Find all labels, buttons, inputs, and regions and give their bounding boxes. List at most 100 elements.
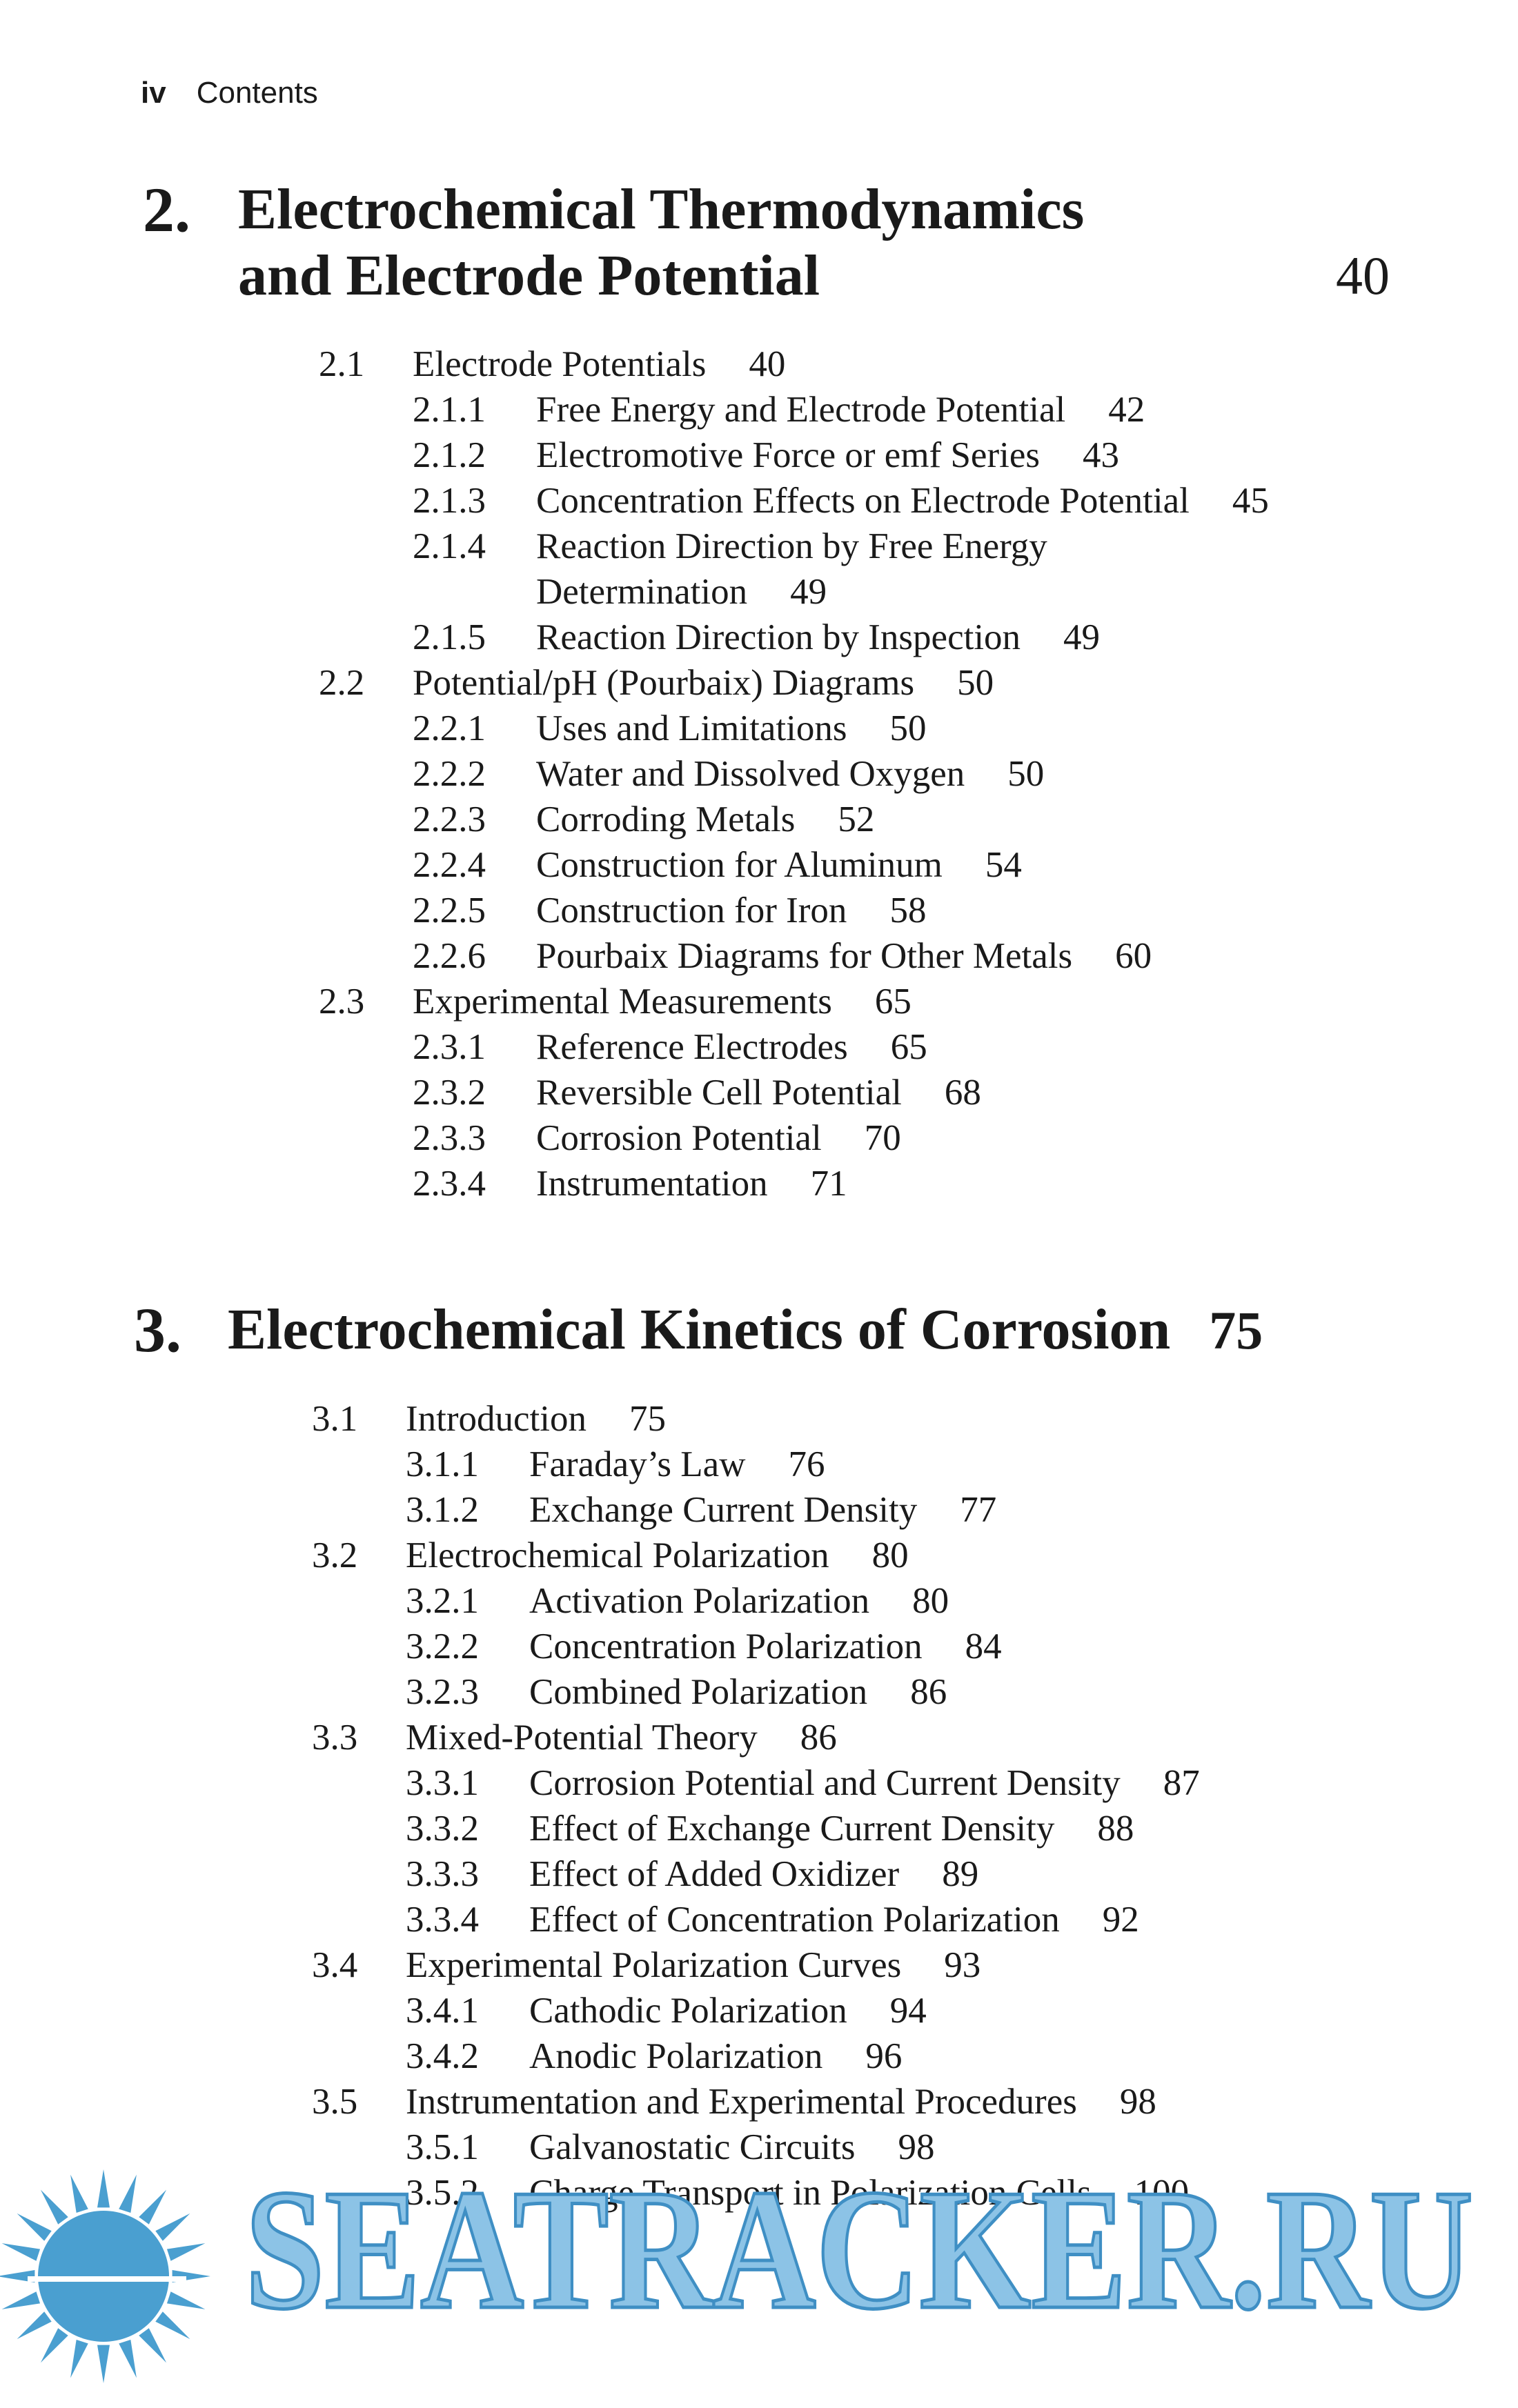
entry-number: 2.2.2 xyxy=(413,754,486,794)
page-number: 45 xyxy=(1232,481,1269,521)
section-entry: 2.1 Electrode Potentials 40 xyxy=(319,341,785,387)
page-number: 65 xyxy=(874,982,911,1022)
title-text: Free Energy and Electrode Potential xyxy=(536,390,1066,430)
entry-title: Charge Transport in Polarization Cells 10… xyxy=(529,2170,1189,2216)
title-text: Reaction Direction by Inspection xyxy=(536,617,1021,657)
chapter-page: 40 xyxy=(1336,246,1390,306)
title-text: Reversible Cell Potential xyxy=(536,1073,902,1113)
entry-number: 2.3.2 xyxy=(413,1073,486,1113)
entry-number: 3.5.1 xyxy=(406,2127,479,2167)
title-text: Effect of Concentration Polarization xyxy=(529,1900,1060,1940)
page-number: 70 xyxy=(864,1118,901,1158)
entry-number: 2.2.3 xyxy=(413,799,486,839)
title-text: Corroding Metals xyxy=(536,799,796,839)
page-number: 71 xyxy=(810,1164,847,1204)
title-text: Construction for Aluminum xyxy=(536,845,943,885)
page-number: 49 xyxy=(1063,617,1101,657)
title-text: Electrode Potentials xyxy=(413,344,707,384)
entry-number: 3.2.3 xyxy=(406,1672,479,1712)
page-number: 89 xyxy=(942,1854,979,1894)
sun-ray xyxy=(40,2328,68,2363)
chapter-number: 3. xyxy=(134,1295,181,1365)
sun-ray xyxy=(97,2345,110,2383)
entry-number: 2.3.1 xyxy=(413,1027,486,1067)
entry-title: Reaction Direction by Inspection 49 xyxy=(536,615,1100,660)
entry-title: Effect of Exchange Current Density 88 xyxy=(529,1806,1134,1851)
running-header: iv Contents xyxy=(141,76,318,110)
entry-title: Exchange Current Density 77 xyxy=(529,1487,996,1533)
page-number: 93 xyxy=(944,1945,981,1985)
entry-title: Experimental Measurements 65 xyxy=(413,979,911,1024)
entry-number: 3.2.2 xyxy=(406,1626,479,1666)
title-text: Exchange Current Density xyxy=(529,1490,918,1530)
entry-number: 2.1.2 xyxy=(413,435,486,475)
entry-number: 2.3 xyxy=(319,982,365,1022)
sun-ray xyxy=(139,2189,167,2225)
sun-ray xyxy=(0,2270,35,2282)
title-text: Introduction xyxy=(406,1399,586,1439)
page-number: 50 xyxy=(889,708,927,748)
entry-title: Free Energy and Electrode Potential 42 xyxy=(536,387,1145,432)
page-number: 50 xyxy=(1007,754,1045,794)
title-text: Effect of Added Oxidizer xyxy=(529,1854,900,1894)
entry-title: Corrosion Potential and Current Density 8… xyxy=(529,1760,1200,1806)
entry-title: Reference Electrodes 65 xyxy=(536,1024,927,1070)
page-number: 49 xyxy=(790,572,827,612)
entry-title: Potential/pH (Pourbaix) Diagrams 50 xyxy=(413,660,994,706)
sun-ray xyxy=(155,2311,190,2340)
entry-title: Cathodic Polarization 94 xyxy=(529,1988,927,2033)
watermark: SEATRACKER.RU xyxy=(0,2159,1475,2383)
entry-number: 3.1.1 xyxy=(406,1444,479,1484)
entries: 2.1 Electrode Potentials 40 2.1.1 Free Energ… xyxy=(319,341,1269,1206)
sun-ray xyxy=(1,2243,41,2261)
entry-number: 2.3.4 xyxy=(413,1164,486,1204)
section-entry: 3.2 Electrochemical Polarization 80 xyxy=(312,1533,909,1578)
page-number: 86 xyxy=(910,1672,947,1712)
title-text: Experimental Polarization Curves xyxy=(406,1945,902,1985)
section-entry: 3.3 Mixed-Potential Theory 86 xyxy=(312,1715,837,1760)
entry-title: Electrode Potentials 40 xyxy=(413,341,785,387)
page-number: 60 xyxy=(1115,936,1152,976)
sun-ray xyxy=(17,2213,52,2241)
entry-title: Activation Polarization 80 xyxy=(529,1578,949,1624)
entry-title: Effect of Concentration Polarization 92 xyxy=(529,1897,1139,1942)
page-number: 68 xyxy=(944,1073,981,1113)
entry-title: Reversible Cell Potential 68 xyxy=(536,1070,981,1115)
entry-number: 3.1.2 xyxy=(406,1490,479,1530)
entry-number: 3.3.3 xyxy=(406,1854,479,1894)
page-number: 80 xyxy=(871,1535,909,1575)
page-number: 96 xyxy=(865,2036,903,2076)
title-line: Reaction Direction by Free Energy xyxy=(536,526,1047,566)
entry-number: 3.5.2 xyxy=(406,2173,479,2213)
page-number: 50 xyxy=(957,663,994,703)
entry-number: 3.2 xyxy=(312,1535,358,1575)
page-number: 75 xyxy=(629,1399,666,1439)
entry-title: Uses and Limitations 50 xyxy=(536,706,926,751)
title-text: Construction for Iron xyxy=(536,890,847,931)
page-number: 76 xyxy=(788,1444,825,1484)
title-text: Corrosion Potential and Current Density xyxy=(529,1763,1121,1803)
entry-title: Experimental Polarization Curves 93 xyxy=(406,1942,980,1988)
sun-ray xyxy=(119,2174,137,2213)
entry-number: 2.1 xyxy=(319,344,365,384)
title-text: Activation Polarization xyxy=(529,1581,870,1621)
title-text: Combined Polarization xyxy=(529,1672,868,1712)
sun-ray xyxy=(166,2291,206,2309)
sun-ray xyxy=(70,2339,88,2378)
entry-title: Introduction 75 xyxy=(406,1396,666,1442)
sun-ray xyxy=(166,2243,206,2261)
entry-number: 2.2 xyxy=(319,663,365,703)
chapter-page: 75 xyxy=(1209,1300,1263,1360)
entry-title: Instrumentation and Experimental Procedu… xyxy=(406,2079,1156,2125)
title-text: Galvanostatic Circuits xyxy=(529,2127,856,2167)
page-number: 52 xyxy=(838,799,875,839)
entry-number: 3.1 xyxy=(312,1399,358,1439)
entry-title: Faraday’s Law 76 xyxy=(529,1442,825,1487)
title-text: Concentration Effects on Electrode Poten… xyxy=(536,481,1190,521)
title-text: Pourbaix Diagrams for Other Metals xyxy=(536,936,1073,976)
entry-title: Construction for Iron 58 xyxy=(536,888,926,933)
entry-number: 2.1.1 xyxy=(413,390,486,430)
title-text: Electromotive Force or emf Series xyxy=(536,435,1040,475)
entry-number: 2.2.1 xyxy=(413,708,486,748)
sun-ray xyxy=(40,2189,68,2225)
